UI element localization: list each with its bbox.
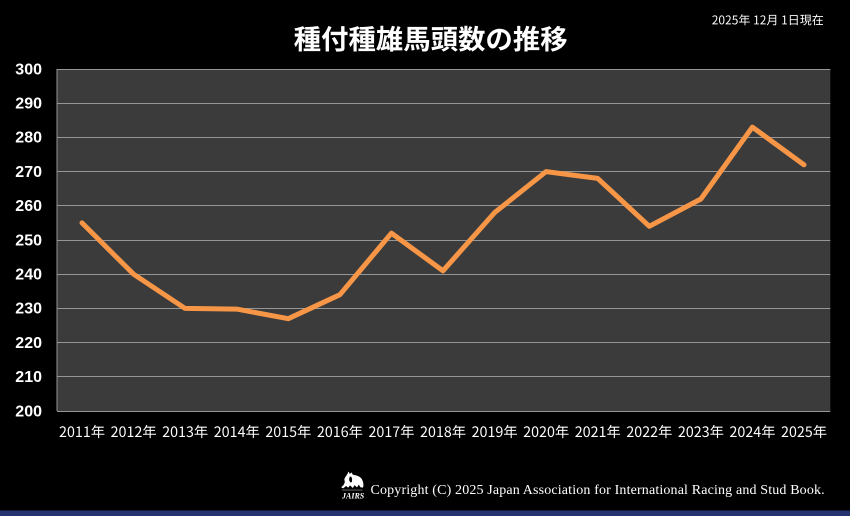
svg-text:200: 200 [15, 403, 42, 420]
svg-text:260: 260 [15, 198, 42, 215]
svg-text:Copyright (C) 2025 Japan Assoc: Copyright (C) 2025 Japan Association for… [371, 483, 825, 498]
svg-text:280: 280 [15, 130, 42, 147]
svg-text:240: 240 [15, 267, 42, 284]
svg-text:JAIRS: JAIRS [341, 492, 365, 501]
svg-text:290: 290 [15, 96, 42, 113]
svg-text:250: 250 [15, 232, 42, 249]
svg-text:210: 210 [15, 369, 42, 386]
svg-text:220: 220 [15, 335, 42, 352]
svg-text:270: 270 [15, 164, 42, 181]
svg-text:230: 230 [15, 301, 42, 318]
svg-text:300: 300 [15, 61, 42, 78]
